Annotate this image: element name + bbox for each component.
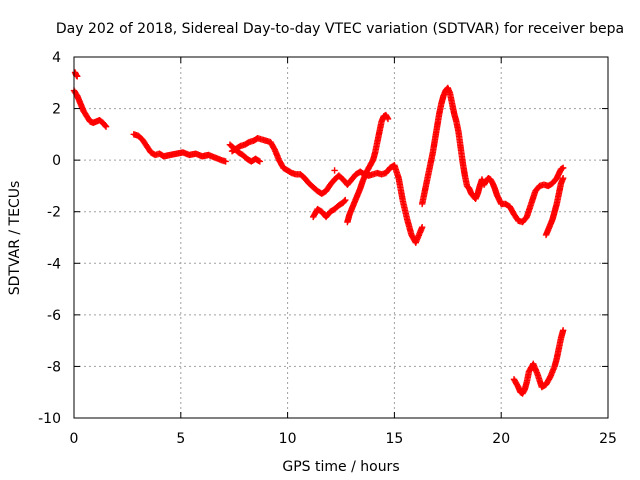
data-point xyxy=(256,158,264,165)
data-point xyxy=(418,223,426,231)
y-tick-label: 4 xyxy=(52,50,61,66)
y-axis-label: SDTVAR / TECUs xyxy=(7,181,23,296)
x-tick-label: 15 xyxy=(385,431,403,447)
data-point xyxy=(559,174,567,182)
y-tick-label: 2 xyxy=(52,102,61,118)
plot-frame xyxy=(73,56,609,419)
x-tick-label: 0 xyxy=(70,431,79,447)
x-tick-label: 20 xyxy=(492,431,510,447)
data-points xyxy=(70,69,567,397)
x-axis-label: GPS time / hours xyxy=(282,459,399,475)
y-tick-labels: 4 2 0 -2 -4 -6 -8 -10 xyxy=(38,50,61,427)
data-point xyxy=(222,158,229,165)
data-point xyxy=(384,115,392,123)
data-point xyxy=(102,123,110,130)
data-point xyxy=(102,122,109,129)
y-tick-label: -6 xyxy=(47,308,61,324)
y-tick-label: -8 xyxy=(47,359,61,375)
data-point xyxy=(384,114,391,121)
x-tick-label: 10 xyxy=(279,431,297,447)
x-tick-label: 25 xyxy=(599,431,617,447)
data-point xyxy=(74,73,81,80)
y-tick-label: -2 xyxy=(47,205,61,221)
axis-ticks xyxy=(73,56,609,419)
y-tick-label: -10 xyxy=(38,411,61,427)
data-point xyxy=(341,197,348,205)
x-tick-label: 5 xyxy=(176,431,185,447)
x-tick-labels: 0 5 10 15 20 25 xyxy=(70,431,617,447)
chart-title: Day 202 of 2018, Sidereal Day-to-day VTE… xyxy=(56,21,624,37)
y-tick-label: -4 xyxy=(47,256,61,272)
data-point xyxy=(559,164,567,172)
y-tick-label: 0 xyxy=(52,153,61,169)
grid-lines xyxy=(74,57,608,418)
data-point xyxy=(559,327,567,334)
data-point xyxy=(342,196,349,204)
data-point xyxy=(331,167,338,174)
